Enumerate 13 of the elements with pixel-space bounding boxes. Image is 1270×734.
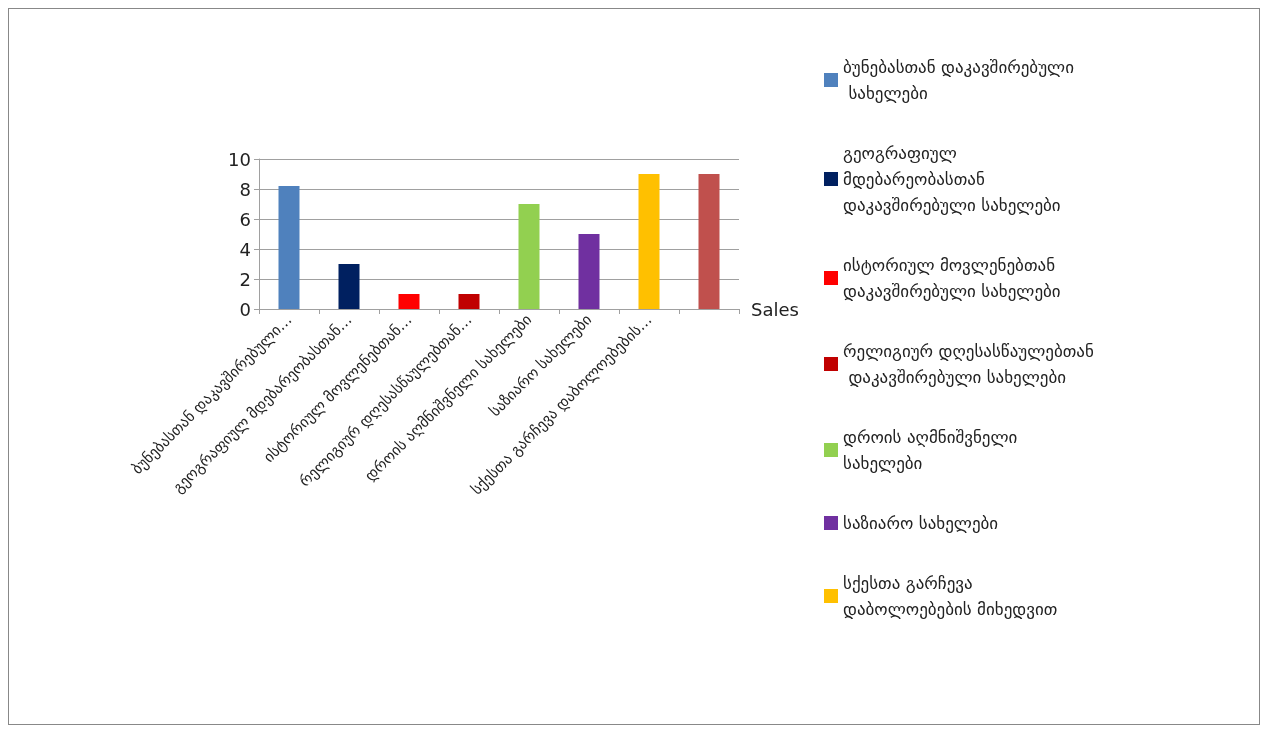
legend-label: ბუნებასთან დაკავშირებული სახელები: [843, 57, 1074, 103]
y-tick-label: 4: [239, 238, 251, 260]
y-tick-label: 2: [239, 268, 251, 290]
x-axis-title: Sales: [751, 298, 799, 320]
legend-label: საზიარო სახელები: [843, 513, 999, 533]
legend-label: გეოგრაფიულ მდებარეობასთან დაკავშირებული სახელები: [843, 143, 1061, 215]
legend-label: ისტორიულ მოვლენებთან დაკავშირებული სახელები: [843, 255, 1061, 301]
y-tick-label: 6: [239, 208, 251, 230]
y-tick-label: 8: [239, 178, 251, 200]
legend-label: რელიგიურ დღესასწაულებთან დაკავშირებული სახელები: [843, 341, 1094, 387]
y-tick-label: 0: [239, 298, 251, 320]
y-tick-label: 10: [228, 148, 251, 170]
legend-label: სქესთა გარჩევა დაბოლოებების მიხედვით: [843, 573, 1058, 619]
